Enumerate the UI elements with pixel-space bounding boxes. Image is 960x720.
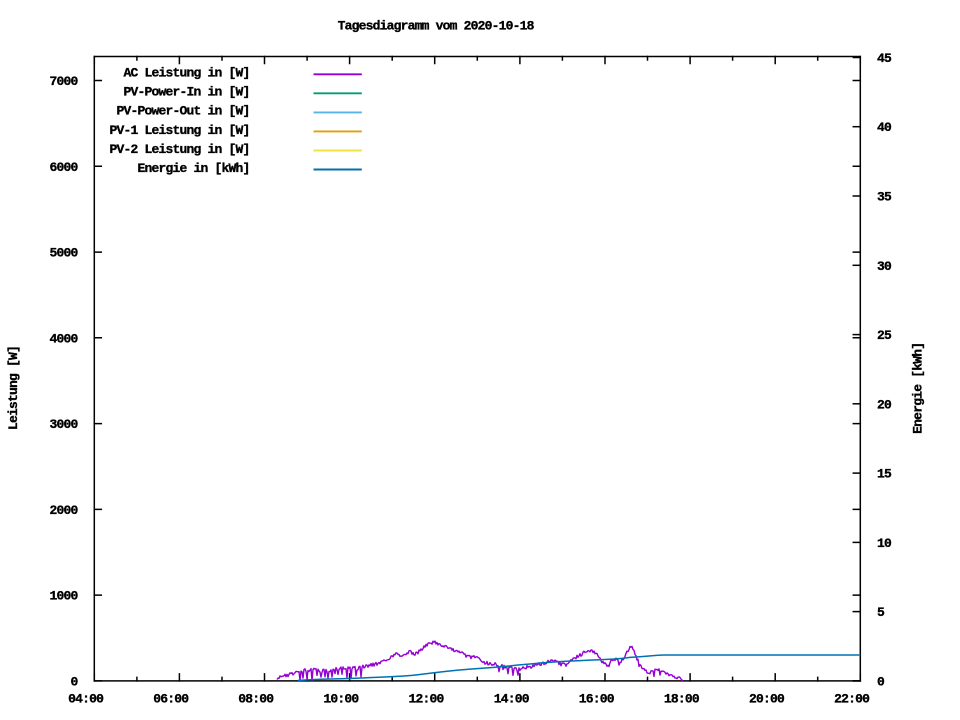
- svg-text:40: 40: [877, 120, 892, 135]
- svg-text:PV-1 Leistung in [W]: PV-1 Leistung in [W]: [109, 123, 249, 138]
- svg-text:Tagesdiagramm vom 2020-10-18: Tagesdiagramm vom 2020-10-18: [338, 19, 535, 34]
- svg-text:20:00: 20:00: [749, 691, 785, 706]
- svg-text:4000: 4000: [49, 331, 78, 346]
- svg-text:3000: 3000: [49, 417, 78, 432]
- svg-text:PV-2 Leistung in [W]: PV-2 Leistung in [W]: [109, 142, 249, 157]
- svg-text:0: 0: [877, 674, 885, 689]
- svg-text:PV-Power-Out in [W]: PV-Power-Out in [W]: [116, 104, 249, 119]
- svg-text:PV-Power-In in [W]: PV-Power-In in [W]: [123, 85, 249, 100]
- svg-text:16:00: 16:00: [579, 691, 615, 706]
- svg-text:30: 30: [877, 259, 892, 274]
- svg-text:45: 45: [877, 51, 892, 66]
- svg-text:Energie [kWh]: Energie [kWh]: [911, 343, 926, 434]
- svg-text:06:00: 06:00: [153, 691, 189, 706]
- svg-text:10: 10: [877, 536, 892, 551]
- svg-text:22:00: 22:00: [834, 691, 870, 706]
- svg-text:25: 25: [877, 328, 892, 343]
- svg-text:Energie in [kWh]: Energie in [kWh]: [137, 161, 249, 176]
- svg-text:15: 15: [877, 467, 892, 482]
- svg-text:08:00: 08:00: [238, 691, 274, 706]
- svg-text:Leistung [W]: Leistung [W]: [6, 346, 21, 430]
- svg-text:7000: 7000: [49, 74, 78, 89]
- svg-text:18:00: 18:00: [664, 691, 700, 706]
- svg-text:04:00: 04:00: [68, 691, 104, 706]
- svg-text:14:00: 14:00: [494, 691, 530, 706]
- svg-text:AC Leistung in [W]: AC Leistung in [W]: [123, 66, 249, 81]
- svg-text:12:00: 12:00: [408, 691, 444, 706]
- svg-text:2000: 2000: [49, 503, 78, 518]
- svg-text:20: 20: [877, 397, 892, 412]
- svg-text:10:00: 10:00: [323, 691, 359, 706]
- svg-text:6000: 6000: [49, 160, 78, 175]
- svg-text:5: 5: [877, 605, 885, 620]
- svg-text:35: 35: [877, 190, 892, 205]
- svg-text:0: 0: [70, 674, 78, 689]
- svg-text:1000: 1000: [49, 589, 78, 604]
- svg-text:5000: 5000: [49, 246, 78, 261]
